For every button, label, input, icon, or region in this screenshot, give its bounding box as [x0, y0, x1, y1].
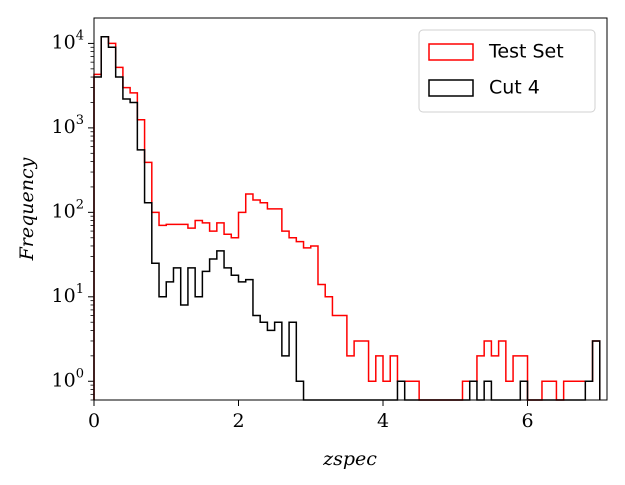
y-axis-label: Frequency [16, 157, 38, 261]
legend-label: Cut 4 [489, 77, 540, 99]
y-tick-label: 100 [52, 366, 84, 392]
legend-swatch [428, 43, 474, 61]
histogram-series [93, 35, 601, 401]
legend-label: Test Set [488, 41, 564, 63]
x-tick-label: 0 [88, 410, 100, 432]
y-tick-label: 101 [52, 281, 84, 307]
histogram-outline [93, 35, 601, 401]
x-tick-label: 2 [232, 410, 244, 432]
y-tick-label: 103 [52, 112, 84, 138]
plot-frame [93, 17, 608, 401]
x-tick-label: 6 [521, 410, 533, 432]
y-tick-label: 104 [52, 28, 84, 54]
legend-box [418, 29, 596, 113]
legend-swatch [428, 79, 474, 97]
y-tick-label: 102 [52, 197, 84, 223]
x-tick-label: 4 [377, 410, 389, 432]
x-axis-label: zspec [322, 448, 377, 470]
